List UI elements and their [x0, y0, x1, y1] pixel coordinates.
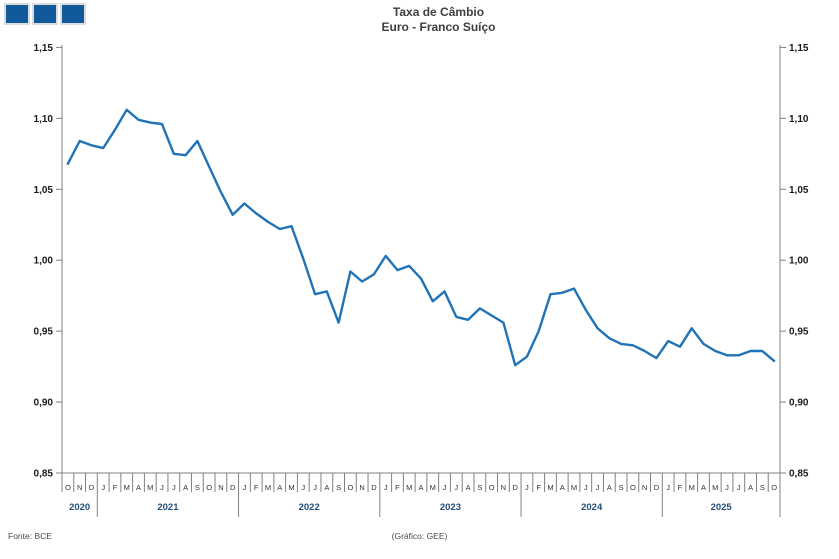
month-letter: O	[630, 483, 636, 492]
month-letter: J	[454, 483, 458, 492]
x-tick-marks	[61, 473, 769, 517]
y-tick-label-left: 0,85	[34, 469, 54, 480]
gee-logo	[4, 3, 86, 25]
month-letter: J	[737, 483, 741, 492]
month-letter: J	[243, 483, 247, 492]
month-letter: A	[701, 483, 706, 492]
chart-title: Taxa de Câmbio Euro - Franco Suíço	[0, 5, 839, 35]
month-letter: N	[359, 483, 364, 492]
chart-title-line1: Taxa de Câmbio	[392, 5, 485, 19]
eur-chf-series-line	[66, 108, 776, 367]
year-labels: 2020 2021 2022 2023 2024 2025	[69, 502, 732, 513]
month-letter: F	[536, 483, 541, 492]
y-tick-label-right: 0,85	[789, 469, 809, 480]
month-letter: J	[101, 483, 105, 492]
y-tick-label-right: 1,00	[789, 256, 809, 267]
month-letter: D	[371, 483, 377, 492]
month-letter: J	[596, 483, 600, 492]
month-letter: F	[254, 483, 259, 492]
month-letter: D	[230, 483, 236, 492]
y-tick-labels: 1,15 1,15 1,10 1,10 1,05 1,05 1,00 1,00 0,95 0,95…	[34, 43, 809, 480]
month-letter: O	[771, 483, 777, 492]
month-letter: N	[77, 483, 82, 492]
chart-title-line2: Euro - Franco Suíço	[381, 20, 496, 34]
month-letter: M	[547, 483, 553, 492]
month-letter: A	[277, 483, 282, 492]
month-letter: S	[619, 483, 624, 492]
month-letter: A	[748, 483, 753, 492]
y-tick-label-left: 0,95	[34, 327, 54, 338]
month-letter: A	[183, 483, 188, 492]
month-letter: J	[301, 483, 305, 492]
month-letter: A	[136, 483, 141, 492]
month-letter: O	[206, 483, 212, 492]
month-letter: M	[430, 483, 436, 492]
y-tick-label-right: 1,10	[789, 114, 809, 125]
month-letter: D	[654, 483, 660, 492]
month-letter: N	[501, 483, 506, 492]
month-letter: M	[124, 483, 130, 492]
month-letter: J	[666, 483, 670, 492]
month-letter: J	[172, 483, 176, 492]
month-letter: D	[512, 483, 518, 492]
month-letter: J	[443, 483, 447, 492]
y-tick-label-right: 0,90	[789, 398, 809, 409]
source-note: Fonte: BCE	[8, 531, 52, 541]
logo-square	[32, 3, 58, 25]
month-letter: M	[147, 483, 153, 492]
month-letter: A	[466, 483, 471, 492]
y-tick-label-left: 1,10	[34, 114, 54, 125]
year-label: 2021	[157, 502, 179, 513]
month-letter: S	[195, 483, 200, 492]
month-letter: N	[218, 483, 223, 492]
year-label: 2024	[581, 502, 603, 513]
y-tick-label-right: 0,95	[789, 327, 809, 338]
month-letter: N	[642, 483, 647, 492]
month-letter: M	[571, 483, 577, 492]
month-letter: S	[760, 483, 765, 492]
month-letter: M	[406, 483, 412, 492]
logo-square	[60, 3, 86, 25]
year-label: 2020	[69, 502, 90, 513]
month-letter: J	[525, 483, 529, 492]
y-tick-label-left: 1,05	[34, 185, 54, 196]
month-letter: S	[336, 483, 341, 492]
year-label: 2023	[440, 502, 461, 513]
y-tick-label-right: 1,05	[789, 185, 809, 196]
logo-square	[4, 3, 30, 25]
y-tick-label-right: 1,15	[789, 43, 809, 54]
month-letter: O	[347, 483, 353, 492]
year-label: 2022	[299, 502, 320, 513]
month-letter: A	[418, 483, 423, 492]
month-letter: J	[584, 483, 588, 492]
month-letter: F	[678, 483, 683, 492]
month-letter: S	[477, 483, 482, 492]
month-letter: A	[560, 483, 565, 492]
y-tick-label-left: 0,90	[34, 398, 54, 409]
month-letter: A	[607, 483, 612, 492]
month-letter: M	[712, 483, 718, 492]
month-letter: F	[113, 483, 118, 492]
year-label: 2025	[711, 502, 733, 513]
month-letter: M	[265, 483, 271, 492]
month-letter: M	[288, 483, 294, 492]
month-letter: J	[725, 483, 729, 492]
month-letter: A	[324, 483, 329, 492]
month-letter: J	[160, 483, 164, 492]
month-letter: O	[489, 483, 495, 492]
month-letter: J	[384, 483, 388, 492]
month-letter: M	[689, 483, 695, 492]
y-tick-label-left: 1,15	[34, 43, 54, 54]
month-letter: O	[65, 483, 71, 492]
y-tick-label-left: 1,00	[34, 256, 54, 267]
credit-note: (Gráfico: GEE)	[391, 531, 448, 541]
month-letter: F	[395, 483, 400, 492]
month-letter: J	[313, 483, 317, 492]
month-letter: D	[89, 483, 95, 492]
